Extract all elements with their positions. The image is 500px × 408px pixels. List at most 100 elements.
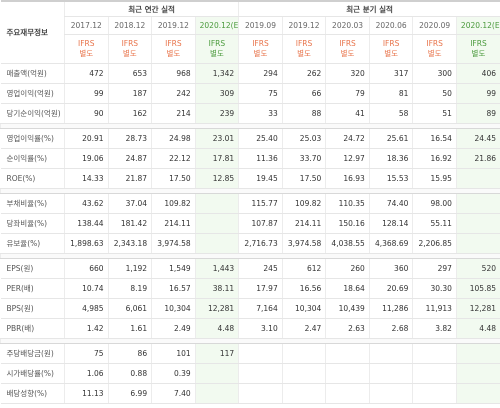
value-cell: 12,281 (455, 298, 500, 319)
period-header: 2017.12 (64, 16, 109, 35)
value-cell: 21.86 (455, 148, 500, 169)
period-header: 2018.12 (107, 16, 152, 35)
value-cell: 20.91 (64, 128, 109, 149)
value-cell: 99 (64, 83, 109, 104)
value-cell: 18.36 (368, 148, 413, 169)
value-cell: 25.40 (238, 128, 283, 149)
value-cell (412, 363, 457, 384)
data-row: 부채비율(%) 43.62 37.04 109.82 115.77 109.82 110.3… (0, 193, 500, 214)
value-cell (455, 233, 500, 254)
value-cell: 1,549 (151, 258, 196, 279)
value-cell: 22.12 (151, 148, 196, 169)
period-header: 2019.12 (151, 16, 196, 35)
value-cell: 14.33 (64, 168, 109, 189)
data-row: 배당성향(%) 11.13 6.99 7.40 (0, 383, 500, 404)
row-label: 매출액(억원) (0, 63, 65, 84)
value-cell: 181.42 (107, 213, 152, 234)
row-label: 당기순이익(억원) (0, 103, 65, 124)
value-cell: 19.06 (64, 148, 109, 169)
row-label: 주당배당금(원) (0, 343, 65, 364)
value-cell (325, 343, 370, 364)
value-cell: 79 (325, 83, 370, 104)
period-header: 2020.12(E) (194, 16, 239, 35)
value-cell: 2.63 (325, 318, 370, 339)
value-cell: 4,038.55 (325, 233, 370, 254)
value-cell (455, 168, 500, 189)
section-gap (0, 338, 500, 344)
value-cell: 4.48 (194, 318, 239, 339)
value-cell: 317 (368, 63, 413, 84)
value-cell: 12.97 (325, 148, 370, 169)
value-cell: 214.11 (281, 213, 326, 234)
value-cell (368, 343, 413, 364)
row-label: 당좌비율(%) (0, 213, 65, 234)
value-cell (194, 213, 239, 234)
value-cell (194, 193, 239, 214)
value-cell: 16.54 (412, 128, 457, 149)
value-cell: 24.87 (107, 148, 152, 169)
value-cell: 88 (281, 103, 326, 124)
value-cell: 1.06 (64, 363, 109, 384)
value-cell (368, 363, 413, 384)
basis-header: IFRS 별도 (455, 34, 500, 64)
value-cell: 294 (238, 63, 283, 84)
value-cell (325, 383, 370, 404)
value-cell (412, 343, 457, 364)
value-cell: 16.93 (325, 168, 370, 189)
basis-header: IFRS 별도 (151, 34, 196, 64)
data-row: 주당배당금(원) 75 86 101 117 (0, 343, 500, 364)
value-cell (368, 383, 413, 404)
period-header: 2019.12 (281, 16, 326, 35)
value-cell: 3,974.58 (151, 233, 196, 254)
value-cell: 55.11 (412, 213, 457, 234)
value-cell: 214 (151, 103, 196, 124)
value-cell: 4,985 (64, 298, 109, 319)
value-cell: 2,206.85 (412, 233, 457, 254)
data-row: PBR(배) 1.42 1.61 2.49 4.48 3.10 2.47 2.63 2.68 3.… (0, 318, 500, 339)
value-cell: 260 (325, 258, 370, 279)
value-cell (194, 233, 239, 254)
basis-header: IFRS 별도 (281, 34, 326, 64)
value-cell: 16.92 (412, 148, 457, 169)
value-cell: 11,913 (412, 298, 457, 319)
basis-header: IFRS 별도 (107, 34, 152, 64)
period-header: 2020.12(E) (455, 16, 500, 35)
value-cell: 74.40 (368, 193, 413, 214)
value-cell: 187 (107, 83, 152, 104)
value-cell: 110.35 (325, 193, 370, 214)
gap-cell (0, 123, 500, 129)
value-cell: 214.11 (151, 213, 196, 234)
value-cell: 320 (325, 63, 370, 84)
value-cell: 19.45 (238, 168, 283, 189)
section-gap (0, 123, 500, 129)
value-cell: 58 (368, 103, 413, 124)
value-cell: 242 (151, 83, 196, 104)
value-cell: 6.99 (107, 383, 152, 404)
value-cell: 24.72 (325, 128, 370, 149)
value-cell: 18.64 (325, 278, 370, 299)
basis-header: IFRS 별도 (238, 34, 283, 64)
value-cell: 117 (194, 343, 239, 364)
data-row: 당기순이익(억원) 90 162 214 239 33 88 41 58 51 89 (0, 103, 500, 124)
value-cell: 1,443 (194, 258, 239, 279)
data-row: 유보율(%) 1,898.63 2,343.18 3,974.58 2,716.73 3,… (0, 233, 500, 254)
value-cell: 98.00 (412, 193, 457, 214)
basis-header: IFRS 별도 (194, 34, 239, 64)
value-cell: 245 (238, 258, 283, 279)
basis-row: IFRS 별도 IFRS 별도 IFRS 별도 IFRS 별도 IFRS 별도 IFRS … (1, 34, 500, 64)
value-cell: 81 (368, 83, 413, 104)
value-cell: 10,439 (325, 298, 370, 319)
value-cell: 17.50 (281, 168, 326, 189)
value-cell: 15.95 (412, 168, 457, 189)
value-cell: 300 (412, 63, 457, 84)
value-cell: 660 (64, 258, 109, 279)
value-cell: 101 (151, 343, 196, 364)
header-row: 주요재무정보 최근 연간 실적 최근 분기 실적 (0, 0, 500, 64)
value-cell: 2,716.73 (238, 233, 283, 254)
value-cell: 128.14 (368, 213, 413, 234)
row-label: 영업이익(억원) (0, 83, 65, 104)
value-cell: 1,342 (194, 63, 239, 84)
data-row: 시가배당률(%) 1.06 0.88 0.39 (0, 363, 500, 384)
value-cell: 16.57 (151, 278, 196, 299)
